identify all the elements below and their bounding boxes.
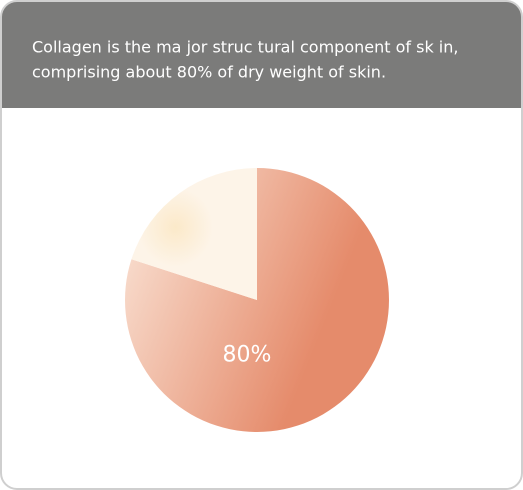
title-line: comprising about 80% of dry weight of sk… [32,63,386,82]
value-label: 80% [223,342,272,367]
pie: 80% [125,168,390,432]
title-line: Collagen is the ma jor struc tural compo… [32,38,458,57]
pie-slice [131,168,257,300]
header [1,1,522,108]
